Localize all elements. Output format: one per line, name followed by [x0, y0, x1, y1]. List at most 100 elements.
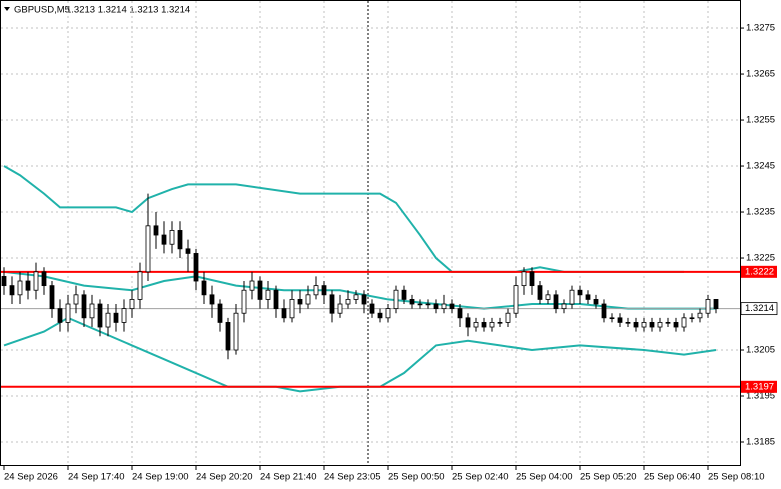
- candle-body: [561, 303, 567, 310]
- candle-body: [257, 280, 263, 300]
- y-tick-label: 1.3255: [746, 115, 775, 126]
- candle-body: [481, 322, 487, 328]
- level-price-label: 1.3222: [745, 266, 774, 277]
- candle-body: [345, 299, 351, 305]
- candle-body: [697, 312, 703, 319]
- candle-body: [137, 271, 143, 300]
- candle-body: [281, 308, 287, 319]
- candle-body: [489, 322, 495, 328]
- candle-body: [9, 285, 15, 296]
- level-price-label: 1.3197: [745, 381, 774, 392]
- quote: 1.3213 1.3214 1.3213 1.3214: [66, 5, 190, 16]
- candle-body: [89, 303, 95, 319]
- y-tick-label: 1.3205: [746, 345, 775, 356]
- candle-body: [521, 271, 527, 287]
- y-tick-label: 1.3195: [746, 391, 775, 402]
- candle-body: [497, 322, 503, 324]
- candle-body: [545, 294, 551, 300]
- candle-body: [1, 276, 7, 287]
- candle-body: [457, 308, 463, 319]
- candle-body: [25, 280, 31, 291]
- candle-body: [113, 312, 119, 323]
- candle-body: [217, 303, 223, 323]
- candle-body: [537, 285, 543, 300]
- candle-body: [449, 303, 455, 310]
- candle-body: [553, 294, 559, 310]
- candle-body: [49, 285, 55, 310]
- candle-body: [585, 294, 591, 300]
- last-price-label: 1.3214: [745, 303, 774, 314]
- candle-body: [121, 308, 127, 323]
- candle-body: [713, 299, 719, 310]
- y-tick-label: 1.3235: [746, 207, 775, 218]
- candle-body: [225, 322, 231, 351]
- candle-body: [81, 294, 87, 319]
- x-tick-label: 24 Sep 21:40: [260, 472, 317, 483]
- candle-body: [681, 317, 687, 328]
- candle-body: [577, 289, 583, 296]
- x-tick-label: 24 Sep 2026: [4, 472, 58, 483]
- candle-body: [321, 285, 327, 296]
- x-tick-label: 25 Sep 06:40: [644, 472, 701, 483]
- candle-body: [17, 280, 23, 296]
- candle-body: [673, 322, 679, 328]
- candle-body: [209, 294, 215, 305]
- candle-body: [161, 234, 167, 245]
- candle-body: [441, 303, 447, 310]
- candle-body: [41, 271, 47, 287]
- last-price-box: [740, 302, 778, 316]
- candle-body: [185, 248, 191, 254]
- candle-body: [289, 299, 295, 319]
- candle-body: [33, 271, 39, 291]
- candle-body: [625, 322, 631, 324]
- y-tick-label: 1.3275: [746, 23, 775, 34]
- candle-body: [601, 303, 607, 319]
- candle-body: [409, 299, 415, 305]
- y-tick-label: 1.3245: [746, 161, 775, 172]
- candle-body: [465, 317, 471, 328]
- x-tick-label: 24 Sep 20:20: [196, 472, 253, 483]
- candle-body: [569, 289, 575, 305]
- chart-title: GBPUSD,M5: [14, 5, 70, 16]
- candle-body: [97, 303, 103, 328]
- candle-body: [385, 308, 391, 319]
- plot-frame: [0, 0, 741, 466]
- y-tick-label: 1.3185: [746, 437, 775, 448]
- candle-body: [417, 303, 423, 306]
- menu-arrow[interactable]: [4, 7, 10, 11]
- candle-body: [505, 312, 511, 323]
- x-tick-label: 25 Sep 08:10: [708, 472, 765, 483]
- candle-body: [473, 322, 479, 328]
- candle-body: [529, 271, 535, 287]
- candle-body: [145, 225, 151, 273]
- candle-body: [377, 312, 383, 319]
- level-price-box: [741, 380, 777, 393]
- level-price-box: [741, 265, 777, 278]
- y-tick-label: 1.3265: [746, 69, 775, 80]
- x-tick-label: 24 Sep 17:40: [68, 472, 125, 483]
- candle-body: [65, 303, 71, 323]
- candle-body: [689, 317, 695, 320]
- candle-body: [433, 303, 439, 310]
- x-tick-label: 24 Sep 23:05: [324, 472, 381, 483]
- x-tick-label: 25 Sep 02:40: [452, 472, 509, 483]
- candle-body: [297, 299, 303, 305]
- candle-body: [169, 230, 175, 245]
- candle-body: [513, 285, 519, 314]
- candle-body: [233, 312, 239, 351]
- candle-body: [249, 280, 255, 291]
- candle-body: [369, 303, 375, 314]
- candle-body: [705, 299, 711, 314]
- candle-body: [193, 253, 199, 282]
- candle-body: [633, 322, 639, 328]
- candle-body: [73, 294, 79, 305]
- candle-body: [353, 294, 359, 300]
- x-tick-label: 25 Sep 04:00: [516, 472, 573, 483]
- candle-body: [201, 280, 207, 296]
- candle-body: [401, 289, 407, 300]
- candle-body: [425, 303, 431, 306]
- x-tick-label: 24 Sep 19:00: [132, 472, 189, 483]
- candle-body: [177, 230, 183, 250]
